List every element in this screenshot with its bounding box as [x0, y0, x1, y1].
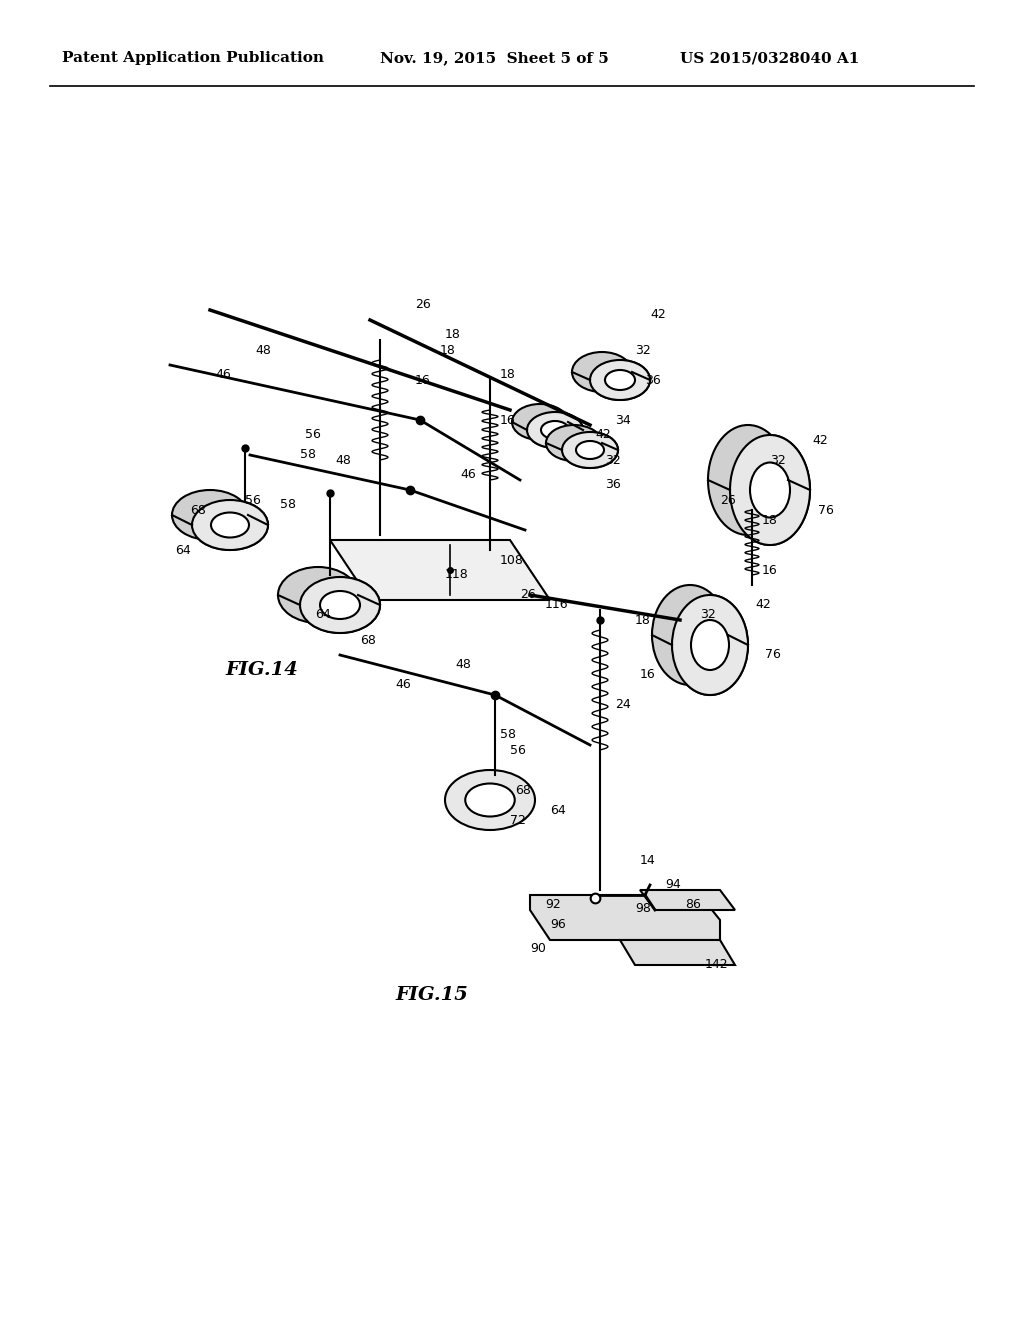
Ellipse shape — [541, 421, 569, 440]
Ellipse shape — [193, 500, 268, 550]
Ellipse shape — [672, 595, 748, 696]
Text: 58: 58 — [300, 449, 316, 462]
Ellipse shape — [572, 352, 632, 392]
Ellipse shape — [445, 770, 535, 830]
Text: 36: 36 — [605, 479, 621, 491]
Text: 116: 116 — [545, 598, 568, 611]
Text: 16: 16 — [640, 668, 655, 681]
Text: 48: 48 — [335, 454, 351, 466]
Text: 46: 46 — [395, 678, 411, 692]
Ellipse shape — [652, 585, 728, 685]
Text: 26: 26 — [415, 298, 431, 312]
Ellipse shape — [211, 512, 249, 537]
Text: US 2015/0328040 A1: US 2015/0328040 A1 — [680, 51, 859, 65]
Text: 56: 56 — [245, 494, 261, 507]
Text: 48: 48 — [255, 343, 271, 356]
Text: 26: 26 — [720, 494, 736, 507]
Text: 56: 56 — [510, 743, 526, 756]
Ellipse shape — [730, 436, 810, 545]
Text: Patent Application Publication: Patent Application Publication — [62, 51, 324, 65]
Text: 42: 42 — [755, 598, 771, 611]
Text: 16: 16 — [500, 413, 516, 426]
Text: 48: 48 — [455, 659, 471, 672]
Text: 68: 68 — [190, 503, 206, 516]
Text: 94: 94 — [665, 879, 681, 891]
Polygon shape — [620, 940, 735, 965]
Ellipse shape — [527, 412, 583, 447]
Text: 16: 16 — [762, 564, 778, 577]
Text: 92: 92 — [545, 899, 561, 912]
Text: 18: 18 — [500, 368, 516, 381]
Ellipse shape — [562, 432, 618, 469]
Ellipse shape — [590, 360, 650, 400]
Ellipse shape — [562, 432, 618, 469]
Text: 42: 42 — [650, 309, 666, 322]
Text: 46: 46 — [215, 368, 230, 381]
Text: 76: 76 — [765, 648, 781, 661]
Text: 58: 58 — [280, 499, 296, 511]
Text: 56: 56 — [305, 429, 321, 441]
Text: 72: 72 — [510, 813, 526, 826]
Text: 108: 108 — [500, 553, 524, 566]
Polygon shape — [530, 895, 720, 940]
Ellipse shape — [691, 620, 729, 671]
Text: 68: 68 — [360, 634, 376, 647]
Text: 18: 18 — [762, 513, 778, 527]
Ellipse shape — [708, 425, 788, 535]
Text: 68: 68 — [515, 784, 530, 796]
Ellipse shape — [750, 462, 790, 517]
Text: 118: 118 — [445, 569, 469, 582]
Text: FIG.14: FIG.14 — [225, 661, 298, 678]
Text: 58: 58 — [500, 729, 516, 742]
Ellipse shape — [730, 436, 810, 545]
Ellipse shape — [527, 412, 583, 447]
Text: 90: 90 — [530, 941, 546, 954]
Text: 64: 64 — [175, 544, 190, 557]
Text: 32: 32 — [605, 454, 621, 466]
Text: 64: 64 — [315, 609, 331, 622]
Text: 32: 32 — [635, 343, 650, 356]
Ellipse shape — [300, 577, 380, 634]
Text: Nov. 19, 2015  Sheet 5 of 5: Nov. 19, 2015 Sheet 5 of 5 — [380, 51, 608, 65]
Text: 24: 24 — [615, 698, 631, 711]
Text: 64: 64 — [550, 804, 565, 817]
Ellipse shape — [278, 568, 358, 623]
Text: 96: 96 — [550, 919, 565, 932]
Polygon shape — [640, 890, 735, 909]
Text: 14: 14 — [640, 854, 655, 866]
Text: 32: 32 — [700, 609, 716, 622]
Text: 18: 18 — [445, 329, 461, 342]
Ellipse shape — [605, 370, 635, 389]
Text: 16: 16 — [415, 374, 431, 387]
Ellipse shape — [300, 577, 380, 634]
Ellipse shape — [319, 591, 360, 619]
Polygon shape — [330, 540, 550, 601]
Ellipse shape — [575, 441, 604, 459]
Text: 18: 18 — [635, 614, 651, 627]
Text: 86: 86 — [685, 899, 700, 912]
Ellipse shape — [172, 490, 248, 540]
Text: 34: 34 — [615, 413, 631, 426]
Text: 98: 98 — [635, 902, 651, 915]
Text: 36: 36 — [645, 374, 660, 387]
Text: 42: 42 — [595, 429, 610, 441]
Text: 18: 18 — [440, 343, 456, 356]
Text: 46: 46 — [460, 469, 476, 482]
Text: 26: 26 — [520, 589, 536, 602]
Ellipse shape — [193, 500, 268, 550]
Ellipse shape — [590, 360, 650, 400]
Text: 142: 142 — [705, 958, 729, 972]
Ellipse shape — [512, 404, 568, 440]
Text: 42: 42 — [812, 433, 827, 446]
Ellipse shape — [546, 425, 602, 461]
Text: 32: 32 — [770, 454, 785, 466]
Text: 76: 76 — [818, 503, 834, 516]
Text: FIG.15: FIG.15 — [395, 986, 468, 1005]
Ellipse shape — [465, 784, 515, 817]
Ellipse shape — [672, 595, 748, 696]
